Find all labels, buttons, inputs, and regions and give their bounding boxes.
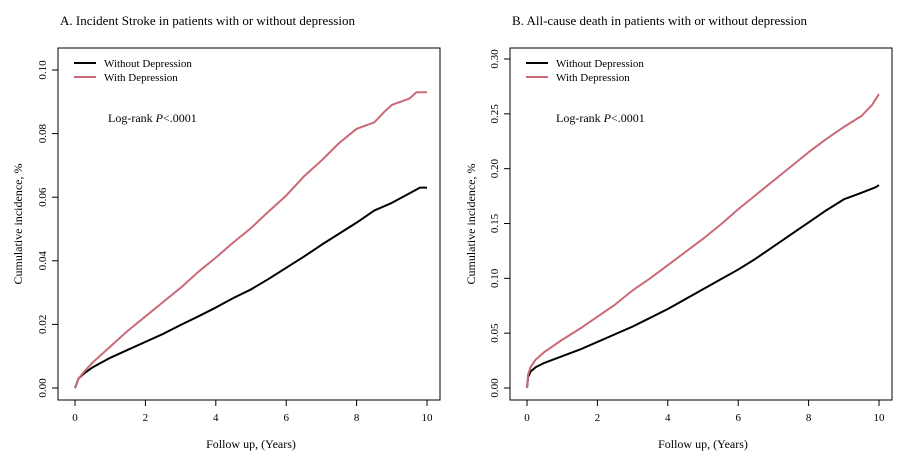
chart-b-legend-label-with-depression: With Depression (556, 72, 630, 84)
chart-b-panel: B. All-cause death in patients with or w… (464, 13, 893, 451)
chart-b-y-tick-label: 0.00 (489, 378, 501, 398)
chart-b-x-tick-label: 0 (524, 412, 530, 424)
chart-b-x-axis-label: Follow up, (Years) (658, 437, 748, 451)
chart-a-x-axis-label: Follow up, (Years) (206, 437, 296, 451)
chart-a-legend-label-without-depression: Without Depression (104, 58, 192, 70)
chart-b-x-tick-label: 2 (595, 412, 601, 424)
chart-a-x-tick-label: 2 (143, 412, 149, 424)
chart-b-series-line-without-depression (526, 184, 880, 389)
chart-b-x-tick-label: 10 (874, 412, 886, 424)
chart-a-y-tick-label: 0.00 (37, 378, 49, 398)
chart-b-plot-frame (509, 47, 893, 401)
chart-a-logrank-prefix: Log-rank (108, 111, 156, 125)
chart-b-logrank-annotation: Log-rank P<.0001 (556, 111, 645, 125)
chart-a-x-tick-label: 10 (422, 412, 434, 424)
chart-a-series-line-with-depression (74, 91, 427, 389)
chart-b-y-tick-label: 0.10 (489, 268, 501, 288)
chart-a-logrank-value: <.0001 (163, 111, 197, 125)
chart-b-y-axis-label: Cumulative incidence, % (464, 164, 478, 285)
chart-b-x-tick-label: 8 (806, 412, 812, 424)
chart-a-y-tick-label: 0.06 (37, 187, 49, 207)
chart-b-y-tick-label: 0.30 (489, 49, 501, 69)
chart-a-legend-label-with-depression: With Depression (104, 72, 178, 84)
chart-a-y-tick-label: 0.02 (37, 315, 49, 334)
chart-a-y-tick-label: 0.04 (37, 251, 49, 271)
chart-b-y-tick-label: 0.20 (489, 159, 501, 179)
chart-b-y-tick-label: 0.15 (489, 213, 501, 233)
chart-b-y-tick-label: 0.05 (489, 323, 501, 343)
chart-b-logrank-prefix: Log-rank (556, 111, 604, 125)
chart-a-logrank-annotation: Log-rank P<.0001 (108, 111, 197, 125)
chart-b-x-tick-label: 4 (665, 412, 671, 424)
chart-a-x-tick-label: 0 (72, 412, 78, 424)
chart-a-y-axis-label: Cumulative incidence, % (11, 164, 25, 285)
chart-a-y-tick-label: 0.10 (37, 60, 49, 80)
chart-b-title: B. All-cause death in patients with or w… (512, 13, 807, 28)
chart-a-panel: A. Incident Stroke in patients with or w… (11, 13, 441, 451)
chart-b-legend-label-without-depression: Without Depression (556, 58, 644, 70)
chart-a-logrank-p: P (155, 111, 164, 125)
chart-b-logrank-value: <.0001 (611, 111, 645, 125)
chart-b-logrank-p: P (603, 111, 612, 125)
chart-a-x-tick-label: 4 (213, 412, 219, 424)
chart-a-plot-frame (57, 47, 441, 401)
chart-a-x-tick-label: 8 (354, 412, 360, 424)
chart-b-series-line-with-depression (526, 93, 880, 389)
chart-a-x-tick-label: 6 (283, 412, 289, 424)
chart-a-series-line-without-depression (74, 186, 427, 389)
chart-a-title: A. Incident Stroke in patients with or w… (60, 13, 355, 28)
chart-b-x-tick-label: 6 (735, 412, 741, 424)
chart-b-y-tick-label: 0.25 (489, 104, 501, 124)
chart-a-y-tick-label: 0.08 (37, 123, 49, 143)
